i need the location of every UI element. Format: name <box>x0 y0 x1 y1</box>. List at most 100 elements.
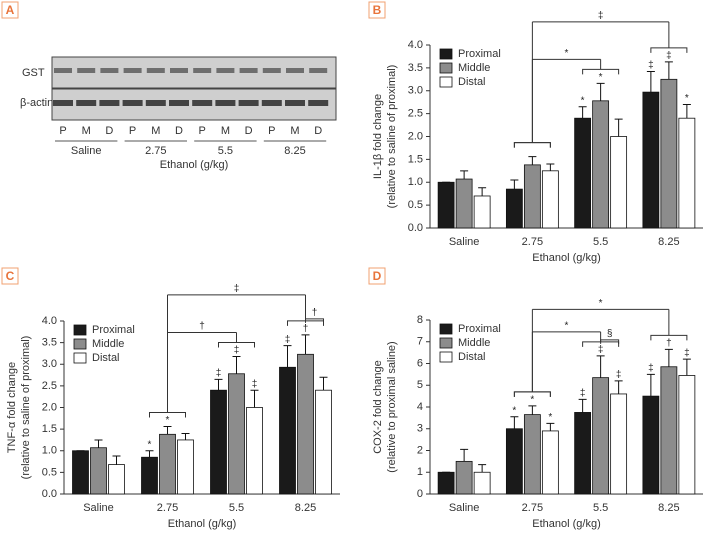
error-bar <box>478 464 487 473</box>
error-bar <box>614 380 623 394</box>
y-axis-label: (relative to saline of proximal) <box>386 65 398 209</box>
bar <box>228 373 245 495</box>
row-label: GST <box>22 67 45 79</box>
bar <box>159 433 176 495</box>
band <box>123 68 142 73</box>
panel-box <box>1 267 19 285</box>
y-tick-label: 2.5 <box>408 108 423 120</box>
bar <box>246 407 263 495</box>
error-bar <box>596 355 605 378</box>
bracket-label: * <box>565 48 569 59</box>
error-bar <box>664 348 673 367</box>
y-axis-label: (relative to proximal saline) <box>386 341 398 472</box>
y-tick-label: 4.0 <box>42 315 57 327</box>
error-bar <box>528 156 537 165</box>
y-tick-label: 0.5 <box>42 466 57 478</box>
y-tick-label: 2.5 <box>42 380 57 392</box>
error-bar <box>301 334 310 355</box>
bar <box>541 430 559 495</box>
bracket <box>513 21 551 148</box>
x-axis-label: Ethanol (g/kg) <box>532 252 600 264</box>
band <box>145 100 166 106</box>
bar <box>541 170 559 229</box>
bar <box>279 366 296 495</box>
bar <box>455 460 473 495</box>
bar <box>315 389 332 495</box>
y-tick-label: 3 <box>417 423 423 435</box>
error-bar <box>460 170 469 180</box>
bar <box>678 117 696 229</box>
legend-swatch <box>439 76 453 88</box>
y-tick-label: 1.0 <box>42 445 57 457</box>
band <box>170 68 188 73</box>
bar <box>473 471 491 495</box>
error-bar <box>250 389 259 408</box>
lane-label: P <box>199 125 206 137</box>
band <box>99 100 120 106</box>
error-bar <box>163 426 172 435</box>
x-tick-label: 8.25 <box>658 236 679 248</box>
band <box>216 68 235 73</box>
bar <box>523 164 541 229</box>
x-tick-label: 8.25 <box>658 502 679 514</box>
error-bar <box>682 103 691 119</box>
bar <box>505 428 523 495</box>
panel-label: C <box>6 269 15 283</box>
legend-label: Middle <box>458 62 490 74</box>
legend-swatch <box>439 351 453 363</box>
row-label: β-actin <box>20 97 53 109</box>
y-tick-label: 1.5 <box>408 153 423 165</box>
x-tick-label: Saline <box>83 502 114 514</box>
band <box>76 100 97 106</box>
band <box>238 100 259 106</box>
bracket <box>149 294 186 418</box>
panel-box <box>1 1 19 19</box>
lane-label: M <box>82 125 91 137</box>
bar <box>610 393 628 495</box>
significance-mark: ‡ <box>252 379 258 390</box>
legend-label: Middle <box>92 338 124 350</box>
bracket-label: ‡ <box>598 11 604 22</box>
panel-box <box>368 267 386 285</box>
error-bar <box>528 405 537 415</box>
bracket-label: * <box>565 321 569 332</box>
lane-label: D <box>175 125 183 137</box>
y-tick-label: 1.0 <box>408 176 423 188</box>
lane-label: D <box>105 125 113 137</box>
error-bar <box>682 358 691 376</box>
legend-label: Distal <box>458 351 486 363</box>
significance-mark: ‡ <box>666 51 672 62</box>
group-label: 2.75 <box>145 145 166 157</box>
band <box>261 100 282 106</box>
legend-label: Proximal <box>458 323 501 335</box>
lane-label: M <box>290 125 299 137</box>
bar <box>437 181 455 229</box>
bar <box>642 91 660 229</box>
bar <box>523 414 541 495</box>
band <box>122 100 143 106</box>
bar <box>610 136 628 229</box>
error-bar <box>94 439 103 448</box>
y-tick-label: 3.0 <box>42 358 57 370</box>
x-tick-label: Saline <box>449 236 480 248</box>
panel-label: D <box>373 269 382 283</box>
panel-label: A <box>6 3 15 17</box>
significance-mark: * <box>148 439 152 450</box>
legend-swatch <box>73 324 87 336</box>
band <box>215 100 236 106</box>
significance-mark: * <box>512 405 516 416</box>
significance-mark: * <box>166 415 170 426</box>
error-bar <box>546 422 555 431</box>
error-bar <box>214 378 223 391</box>
bar <box>297 353 314 495</box>
legend-label: Proximal <box>458 48 501 60</box>
group-label: Saline <box>71 145 102 157</box>
panel-label: B <box>373 3 382 17</box>
error-bar <box>646 71 655 93</box>
x-tick-label: 5.5 <box>593 502 608 514</box>
lane-label: M <box>151 125 160 137</box>
bar <box>642 395 660 495</box>
significance-mark: * <box>548 412 552 423</box>
error-bar <box>546 163 555 171</box>
legend-label: Middle <box>458 337 490 349</box>
